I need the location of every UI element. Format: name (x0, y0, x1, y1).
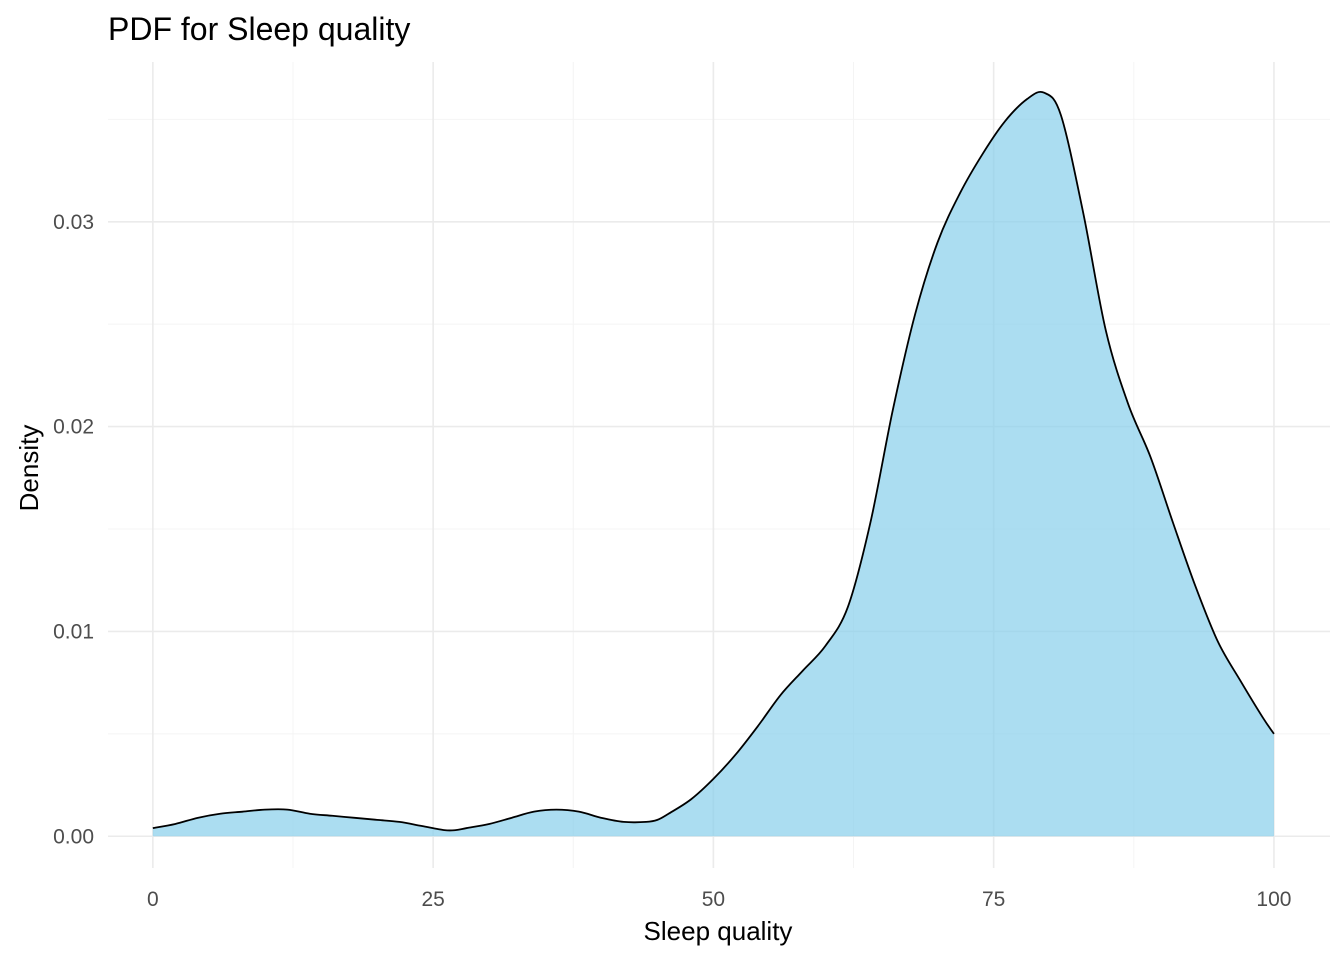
x-tick-label: 50 (702, 888, 725, 911)
y-axis-title: Density (14, 425, 44, 512)
y-tick-label: 0.02 (53, 416, 94, 439)
x-tick-labels: 0 25 50 75 100 (147, 888, 1291, 911)
x-tick-label: 25 (421, 888, 444, 911)
x-axis-title: Sleep quality (644, 916, 793, 946)
x-tick-label: 75 (982, 888, 1005, 911)
x-tick-label: 0 (147, 888, 159, 911)
y-tick-label: 0.01 (53, 620, 94, 643)
chart-title: PDF for Sleep quality (108, 11, 410, 47)
density-area (152, 91, 1274, 837)
x-tick-label: 100 (1256, 888, 1291, 911)
y-tick-labels: 0.00 0.01 0.02 0.03 (53, 211, 94, 848)
major-gridlines (108, 62, 1330, 868)
density-line (152, 90, 1275, 832)
y-tick-label: 0.03 (53, 211, 94, 234)
y-tick-label: 0.00 (53, 825, 94, 848)
